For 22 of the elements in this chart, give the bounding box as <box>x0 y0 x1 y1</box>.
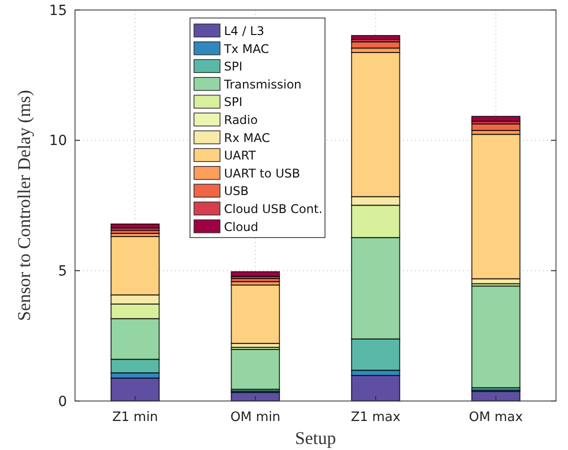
y-tick-label: 0 <box>58 394 67 410</box>
legend-label: UART to USB <box>224 166 300 180</box>
x-tick-label: OM max <box>468 410 524 425</box>
legend-label: USB <box>224 184 249 198</box>
legend-label: UART <box>224 148 256 163</box>
x-tick-label: Z1 min <box>112 410 158 425</box>
y-tick-label: 15 <box>49 2 67 19</box>
legend-label: Cloud <box>224 220 258 234</box>
legend-label: Radio <box>224 113 258 127</box>
legend-label: Transmission <box>223 77 302 92</box>
y-tick-label: 10 <box>49 133 67 150</box>
legend-label: SPI <box>224 95 242 110</box>
legend-label: Rx MAC <box>224 130 270 145</box>
x-tick-label: Z1 max <box>350 410 401 425</box>
x-axis-title: Setup <box>294 428 336 448</box>
legend-label: SPI <box>224 60 242 74</box>
y-tick-label: 5 <box>58 264 67 280</box>
legend-label: Tx MAC <box>223 42 269 56</box>
y-axis-title: Sensor to Controller Delay (ms) <box>14 90 34 321</box>
legend-label: L4 / L3 <box>224 24 264 38</box>
legend-label: Cloud USB Cont. <box>224 202 322 216</box>
x-tick-label: OM min <box>230 410 280 425</box>
